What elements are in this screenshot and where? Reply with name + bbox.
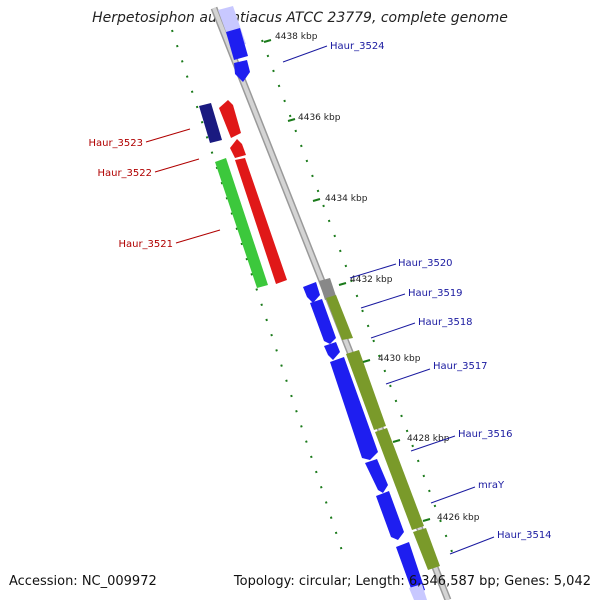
scale-tick <box>263 39 272 43</box>
gene-label-haur-3520[interactable]: Haur_3520 <box>398 258 453 269</box>
scale-label: 4432 kbp <box>350 275 393 285</box>
scale-tick <box>338 282 347 286</box>
gene-haur-3523-arrow[interactable] <box>219 100 241 138</box>
gene-label-haur-3517[interactable]: Haur_3517 <box>433 361 488 372</box>
gene-haur-3520[interactable] <box>319 278 336 300</box>
gene-label-haur-3516[interactable]: Haur_3516 <box>458 429 513 440</box>
leader-line <box>360 293 406 309</box>
gene-haur-3514-olive[interactable] <box>413 528 440 570</box>
scale-tick <box>392 439 401 443</box>
scale-label: 4428 kbp <box>407 434 450 444</box>
gene-label-haur-3521[interactable]: Haur_3521 <box>118 239 173 250</box>
gene-mray-body[interactable] <box>365 459 388 493</box>
summary-text: Topology: circular; Length: 6,346,587 bp… <box>233 574 591 589</box>
gene-haur-3514-body[interactable] <box>376 491 404 540</box>
gene-haur-3513-body[interactable] <box>396 542 425 594</box>
scale-label: 4438 kbp <box>275 32 318 42</box>
gene-label-haur-3514[interactable]: Haur_3514 <box>497 530 552 541</box>
gene-label-haur-3519[interactable]: Haur_3519 <box>408 288 463 299</box>
scale-tick <box>422 518 431 522</box>
scale-label: 4436 kbp <box>298 113 341 123</box>
leader-line <box>349 263 397 279</box>
scale-tick <box>362 359 371 363</box>
leader-line <box>145 128 191 143</box>
leader-line <box>385 368 431 385</box>
scale-tick <box>312 198 321 202</box>
gene-haur-3524-arrow[interactable] <box>234 60 250 82</box>
scale-axis: 4438 kbp 4436 kbp 4434 kbp 4432 kbp 4430… <box>263 32 480 523</box>
gene-haur-3523-block[interactable] <box>199 103 222 143</box>
leader-line <box>410 435 456 452</box>
gene-label-haur-3522[interactable]: Haur_3522 <box>97 168 152 179</box>
gene-haur-3517-arrow[interactable] <box>324 342 340 360</box>
leader-line <box>282 45 328 63</box>
inner-tick-ring <box>261 39 456 561</box>
gene-haur-3513-light[interactable] <box>409 584 427 600</box>
gene-haur-3521-red[interactable] <box>235 158 287 284</box>
scale-label: 4426 kbp <box>437 513 480 523</box>
leader-line <box>430 486 476 504</box>
gene-label-haur-3518[interactable]: Haur_3518 <box>418 317 473 328</box>
map-title: Herpetosiphon aurantiacus ATCC 23779, co… <box>92 10 508 26</box>
gene-haur-3521-green[interactable] <box>215 158 268 288</box>
gene-haur-3516-body[interactable] <box>330 357 378 460</box>
gene-haur-3522[interactable] <box>230 139 246 158</box>
scale-label: 4430 kbp <box>378 354 421 364</box>
accession-text: Accession: NC_009972 <box>9 574 157 589</box>
leader-line <box>370 322 416 339</box>
gene-haur-3518-olive[interactable] <box>326 295 353 340</box>
gene-haur-3516-olive[interactable] <box>346 350 386 430</box>
gene-labels: Haur_3524 Haur_3523 Haur_3522 Haur_3521 … <box>88 41 551 541</box>
label-leaders <box>145 45 495 555</box>
leader-line <box>175 229 221 244</box>
scale-label: 4434 kbp <box>325 194 368 204</box>
gene-label-mray[interactable]: mraY <box>478 480 505 491</box>
gene-label-haur-3524[interactable]: Haur_3524 <box>330 41 385 52</box>
scale-tick <box>287 118 296 122</box>
gene-haur-3524-body[interactable] <box>226 28 248 60</box>
leader-line <box>154 158 200 173</box>
gene-haur-3518-body[interactable] <box>310 299 336 344</box>
outer-tick-ring <box>171 29 346 561</box>
gene-label-haur-3523[interactable]: Haur_3523 <box>88 138 143 149</box>
gene-mray-olive[interactable] <box>375 428 424 530</box>
gene-haur-3519-arrow[interactable] <box>303 282 320 303</box>
leader-line <box>449 536 495 555</box>
